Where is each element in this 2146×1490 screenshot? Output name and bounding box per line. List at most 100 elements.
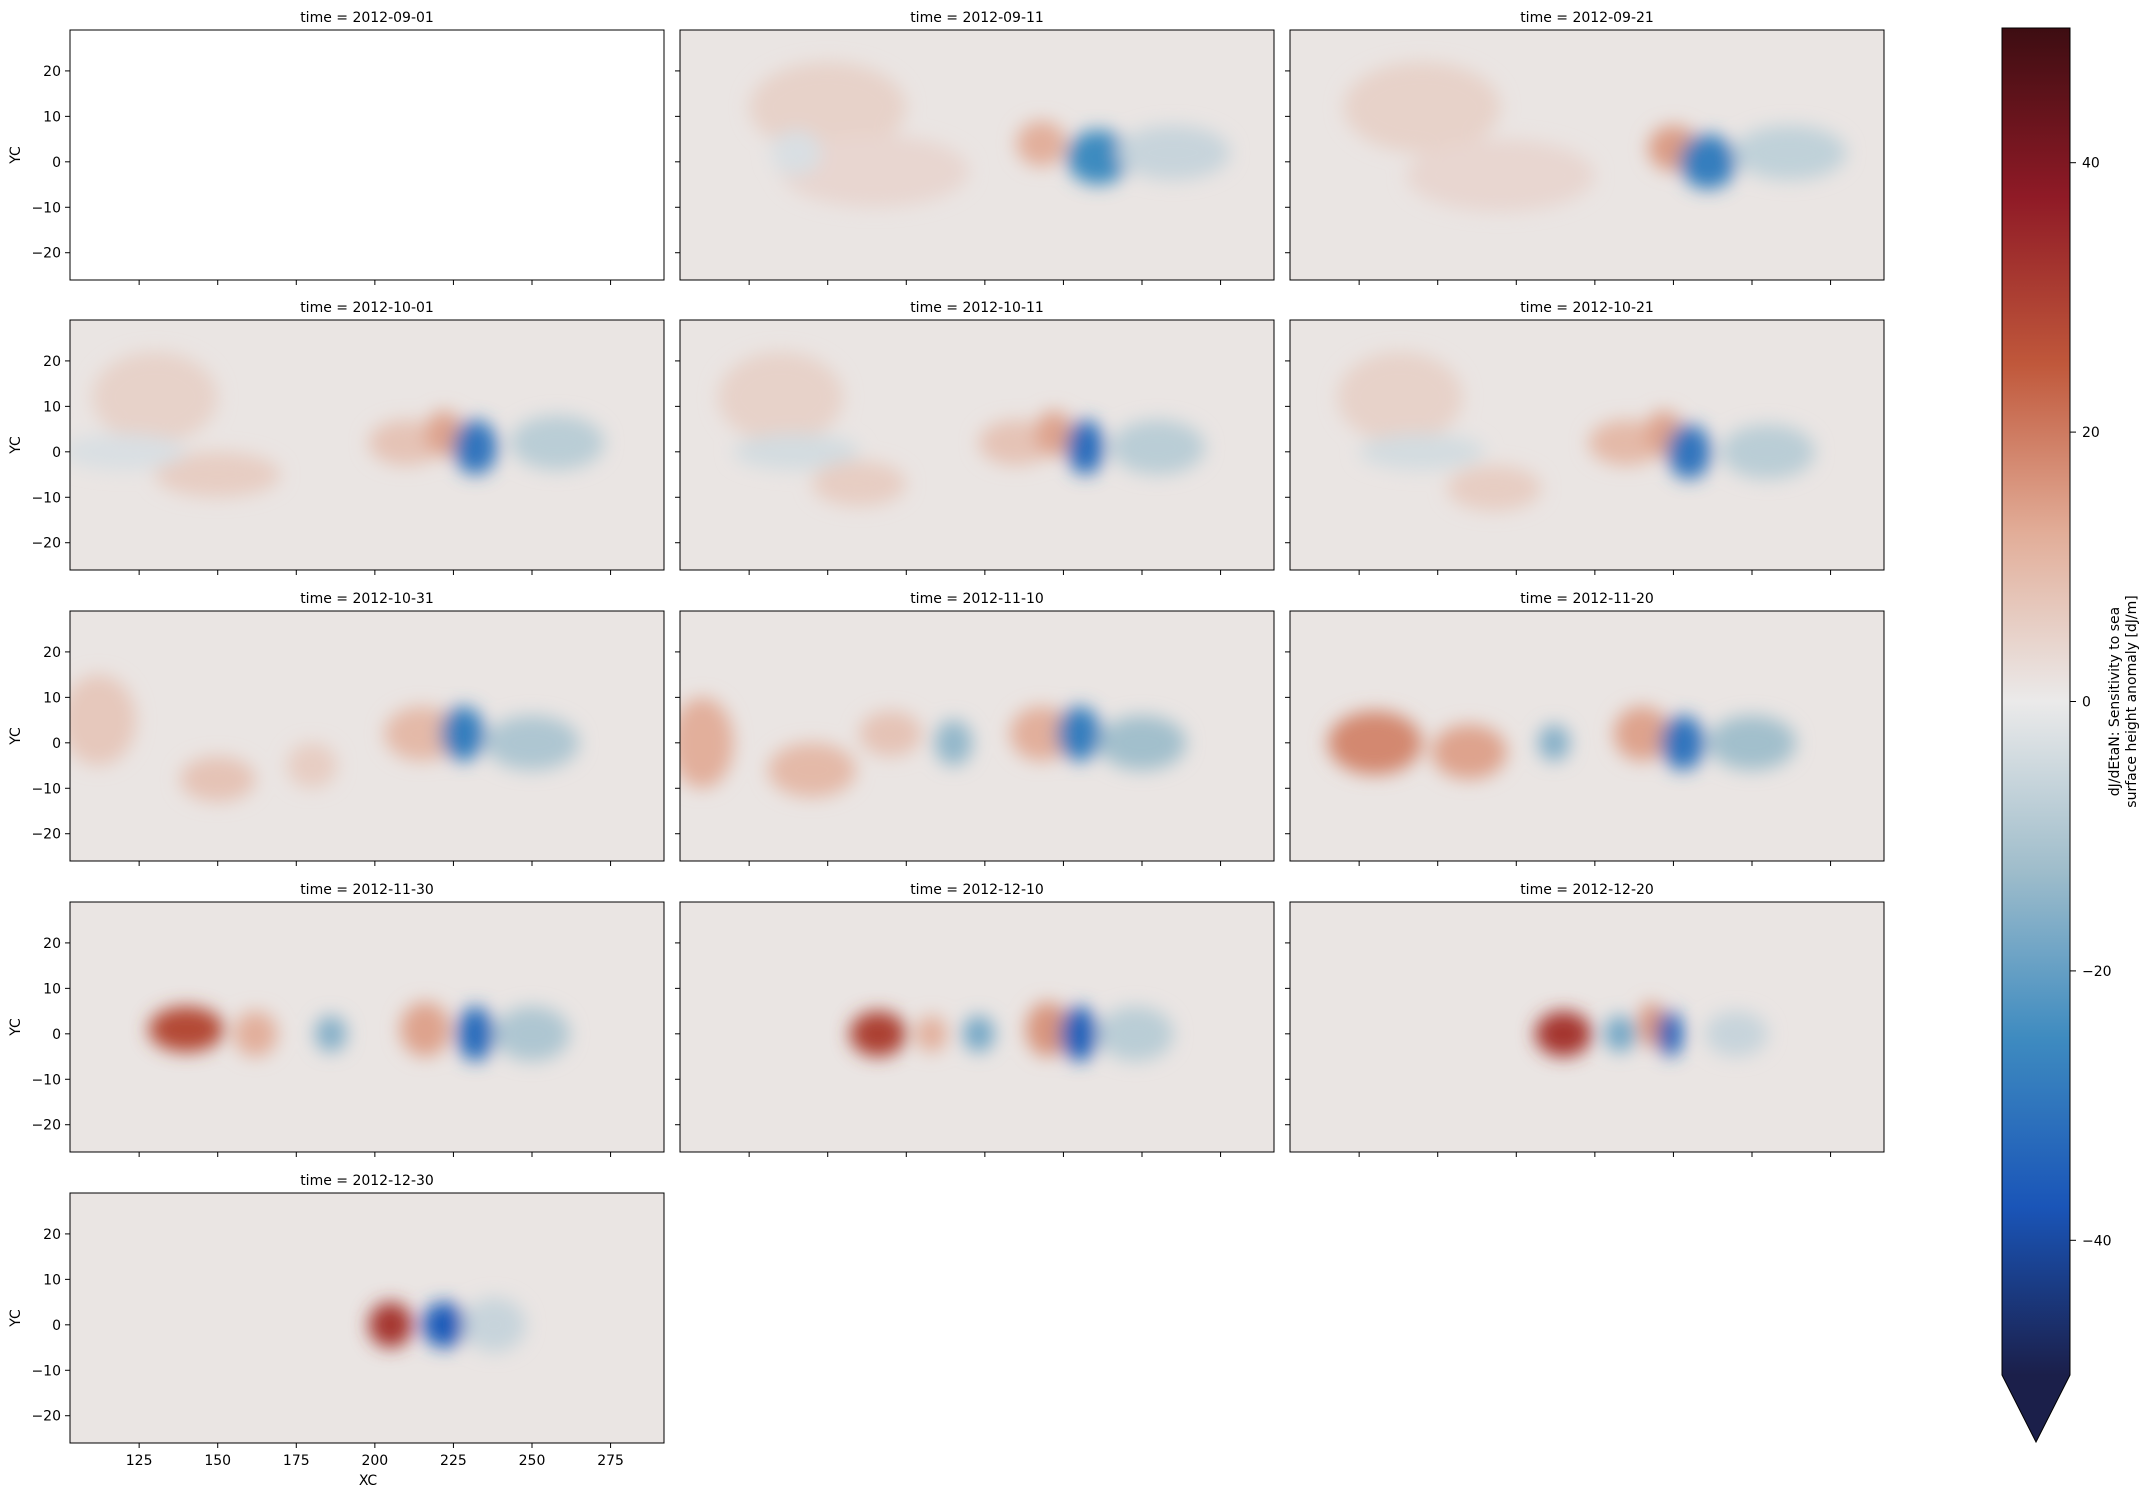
- y-tick-label: 0: [52, 155, 61, 171]
- anomaly-cell: [1343, 61, 1501, 153]
- anomaly-cell: [1431, 724, 1507, 780]
- panel-frame: [679, 901, 1275, 1153]
- y-axis-label: YC: [8, 1309, 24, 1328]
- anomaly-cell: [1025, 1002, 1070, 1057]
- anomaly-cell: [422, 1302, 466, 1348]
- anomaly-cell: [733, 433, 860, 470]
- field-anomalies: [1343, 61, 1847, 212]
- panel-frame: [69, 29, 665, 281]
- x-tick-label: 150: [204, 1453, 231, 1469]
- panel-2012-10-01: time = 2012-10-01 −20 −10 0 10 20 YC: [8, 300, 665, 575]
- y-tick-label: 0: [52, 1318, 61, 1334]
- x-tick-label: 200: [361, 1453, 388, 1469]
- field-background: [680, 611, 1274, 861]
- anomaly-cell: [1679, 134, 1737, 190]
- anomaly-cell: [440, 706, 485, 762]
- colorbar-tick-label: 20: [2082, 425, 2100, 441]
- colorbar-tick-label: −40: [2082, 1233, 2112, 1249]
- y-tick-label: −10: [31, 1072, 61, 1088]
- panel-2012-09-01: time = 2012-09-01 −20 −10 0 10 20 YC: [8, 10, 665, 285]
- y-tick-label: −10: [31, 1363, 61, 1379]
- y-tick-label: −20: [31, 1118, 61, 1134]
- anomaly-cell: [1613, 706, 1671, 762]
- colorbar-tick-label: 40: [2082, 156, 2100, 172]
- anomaly-cell: [780, 134, 970, 208]
- y-tick-label: 10: [43, 690, 61, 706]
- anomaly-cell: [233, 1011, 278, 1057]
- anomaly-cell: [1667, 424, 1712, 480]
- field-anomalies: [1337, 351, 1815, 511]
- anomaly-cell: [510, 415, 605, 470]
- panel-title: time = 2012-09-01: [300, 10, 434, 26]
- anomaly-cell: [978, 420, 1054, 466]
- anomaly-cell: [680, 697, 734, 789]
- anomaly-cell: [400, 1002, 451, 1057]
- panel-frame: [1289, 901, 1885, 1153]
- anomaly-cell: [768, 742, 856, 798]
- anomaly-cell: [456, 1006, 495, 1062]
- anomaly-cell: [1327, 711, 1423, 775]
- field-anomalies: [368, 1297, 526, 1353]
- anomaly-cell: [1066, 130, 1130, 185]
- anomaly-cell: [148, 1006, 225, 1052]
- anomaly-cell: [749, 61, 907, 153]
- y-tick-label: 10: [43, 981, 61, 997]
- anomaly-cell: [494, 1006, 570, 1062]
- colorbar-tick-label: 0: [2082, 695, 2091, 711]
- anomaly-cell: [962, 1015, 995, 1052]
- anomaly-cell: [154, 451, 281, 498]
- panel-title: time = 2012-12-20: [1520, 882, 1654, 898]
- anomaly-cell: [1035, 410, 1073, 457]
- anomaly-cell: [1057, 706, 1102, 762]
- y-tick-label: 20: [43, 936, 61, 952]
- panel-title: time = 2012-10-01: [300, 300, 434, 316]
- panel-frame: [679, 29, 1275, 281]
- colorbar-gradient: [2002, 28, 2070, 1375]
- anomaly-cell: [1337, 351, 1463, 443]
- y-tick-label: −10: [31, 781, 61, 797]
- panel-title: time = 2012-10-31: [300, 591, 434, 607]
- panel-title: time = 2012-12-30: [300, 1173, 434, 1189]
- anomaly-cell: [1406, 139, 1595, 212]
- anomaly-cell: [859, 711, 922, 757]
- anomaly-cell: [70, 674, 136, 766]
- y-tick-label: 0: [52, 1027, 61, 1043]
- y-tick-label: −20: [31, 827, 61, 843]
- y-tick-label: 20: [43, 645, 61, 661]
- anomaly-cell: [70, 433, 187, 470]
- anomaly-cell: [1098, 715, 1186, 771]
- anomaly-cell: [1110, 420, 1205, 475]
- anomaly-cell: [717, 351, 844, 443]
- anomaly-cell: [934, 720, 973, 766]
- y-tick-label: 10: [43, 399, 61, 415]
- colorbar-extend-min: [2002, 1375, 2070, 1442]
- panel-2012-09-21: time = 2012-09-21: [1285, 10, 1885, 285]
- anomaly-cell: [315, 1015, 347, 1052]
- anomaly-cell: [1638, 1002, 1664, 1048]
- y-axis-label: YC: [8, 1018, 24, 1037]
- x-tick-label: 250: [519, 1453, 546, 1469]
- panel-title: time = 2012-10-11: [910, 300, 1044, 316]
- anomaly-cell: [180, 756, 256, 802]
- panel-title: time = 2012-09-11: [910, 10, 1044, 26]
- field-anomalies: [849, 1002, 1174, 1062]
- anomaly-cell: [484, 715, 580, 771]
- anomaly-cell: [1604, 1015, 1636, 1052]
- panel-2012-10-11: time = 2012-10-11: [675, 300, 1275, 575]
- panel-2012-12-10: time = 2012-12-10: [675, 882, 1275, 1157]
- anomaly-cell: [1010, 706, 1073, 762]
- x-tick-label: 225: [440, 1453, 467, 1469]
- field-anomalies: [1327, 706, 1796, 780]
- anomaly-cell: [425, 410, 463, 457]
- anomaly-cell: [286, 742, 338, 789]
- x-axis-label: XC: [359, 1473, 378, 1489]
- anomaly-cell: [1660, 715, 1705, 771]
- anomaly-cell: [462, 1297, 526, 1353]
- field-anomalies: [148, 1002, 570, 1062]
- y-tick-label: 0: [52, 445, 61, 461]
- panel-title: time = 2012-11-30: [300, 882, 434, 898]
- anomaly-cell: [1588, 420, 1665, 466]
- panel-frame: [679, 610, 1275, 862]
- x-tick-label: 175: [283, 1453, 310, 1469]
